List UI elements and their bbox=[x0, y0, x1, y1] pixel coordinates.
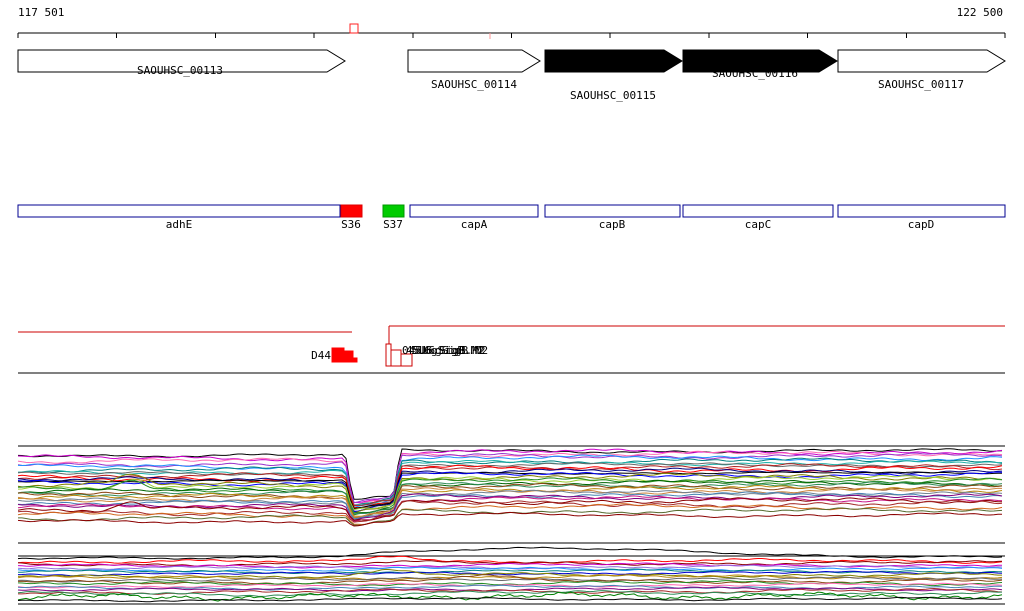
gene-arrow-SAOUHSC_00115[interactable] bbox=[544, 49, 683, 73]
expression-profile-line bbox=[17, 474, 1003, 511]
gene-label-saouhsc-00116: SAOUHSC_00116 bbox=[711, 67, 799, 80]
expression-profile-line bbox=[17, 591, 1003, 602]
feature-label-adhe: adhE bbox=[165, 218, 193, 231]
signal-overlapping-label-3: 5U6gSigB.M2 bbox=[411, 344, 484, 357]
gene-arrow-SAOUHSC_00116[interactable] bbox=[682, 49, 838, 73]
expression-profile-line bbox=[17, 596, 1003, 603]
feature-box-capD[interactable] bbox=[837, 204, 1006, 218]
expression-profile-line bbox=[17, 499, 1003, 523]
ruler-end-coordinate: 122 500 bbox=[956, 6, 1003, 19]
feature-label-s37: S37 bbox=[383, 218, 403, 231]
expression-profile-line bbox=[17, 464, 1003, 509]
expression-profile-line bbox=[17, 576, 1003, 583]
feature-box-capB[interactable] bbox=[544, 204, 681, 218]
signal-peak-outline bbox=[400, 353, 413, 367]
feature-box-S37[interactable] bbox=[382, 204, 405, 218]
expression-profile-line bbox=[17, 503, 1003, 526]
feature-box-adhE[interactable] bbox=[17, 204, 341, 218]
expression-profile-line bbox=[17, 580, 1003, 587]
feature-label-capc: capC bbox=[744, 218, 772, 231]
signal-peak-filled bbox=[331, 347, 345, 363]
signal-peak-filled bbox=[352, 357, 358, 363]
expression-profile-line bbox=[17, 448, 1003, 504]
expression-profile-line bbox=[17, 568, 1002, 579]
expression-profile-line bbox=[17, 481, 1003, 515]
expression-profile-line bbox=[17, 491, 1003, 520]
expression-profile-line bbox=[17, 497, 1003, 521]
expression-profile-line bbox=[17, 582, 1003, 589]
expression-profile-line bbox=[17, 546, 1003, 560]
expression-profile-line bbox=[17, 471, 1003, 513]
gene-arrow-SAOUHSC_00113[interactable] bbox=[17, 49, 346, 73]
signal-peak-filled bbox=[343, 350, 354, 363]
gene-arrow-SAOUHSC_00114[interactable] bbox=[407, 49, 541, 73]
feature-box-capC[interactable] bbox=[682, 204, 834, 218]
gene-arrow-SAOUHSC_00117[interactable] bbox=[837, 49, 1006, 73]
gene-label-saouhsc-00114: SAOUHSC_00114 bbox=[430, 78, 518, 91]
expression-profile-line bbox=[17, 471, 1002, 509]
gene-label-saouhsc-00113: SAOUHSC_00113 bbox=[136, 64, 224, 77]
signal-peak-outline bbox=[390, 349, 402, 367]
feature-label-capd: capD bbox=[907, 218, 935, 231]
expression-profile-line bbox=[17, 495, 1003, 523]
expression-profile-line bbox=[17, 450, 1003, 506]
expression-profile-line bbox=[17, 482, 1003, 519]
expression-profile-line bbox=[18, 568, 1003, 575]
expression-profile-line bbox=[17, 570, 1003, 577]
expression-profile-line bbox=[17, 472, 1003, 514]
gene-label-saouhsc-00115: SAOUHSC_00115 bbox=[569, 89, 657, 102]
signal-overlapping-label-1: 045U6gSigB.M2 bbox=[402, 344, 489, 357]
feature-label-capb: capB bbox=[598, 218, 626, 231]
signal-peak-label-d44: D44 bbox=[311, 349, 331, 362]
expression-profile-line bbox=[17, 555, 1003, 564]
feature-label-capa: capA bbox=[460, 218, 488, 231]
expression-profile-line bbox=[17, 467, 1003, 512]
gene-label-saouhsc-00117: SAOUHSC_00117 bbox=[877, 78, 965, 91]
expression-profile-line bbox=[17, 574, 1003, 581]
signal-overlapping-label-2: 45U6.SigB.M2 bbox=[406, 344, 486, 357]
ruler-red-marker bbox=[349, 23, 359, 34]
signal-peak-outline bbox=[385, 343, 392, 367]
feature-box-capA[interactable] bbox=[409, 204, 539, 218]
expression-profile-line bbox=[17, 590, 1003, 597]
expression-profile-line bbox=[17, 511, 1003, 527]
expression-profile-line bbox=[17, 560, 1003, 567]
feature-box-S36[interactable] bbox=[340, 204, 363, 218]
feature-label-s36: S36 bbox=[341, 218, 361, 231]
ruler-start-coordinate: 117 501 bbox=[18, 6, 65, 19]
